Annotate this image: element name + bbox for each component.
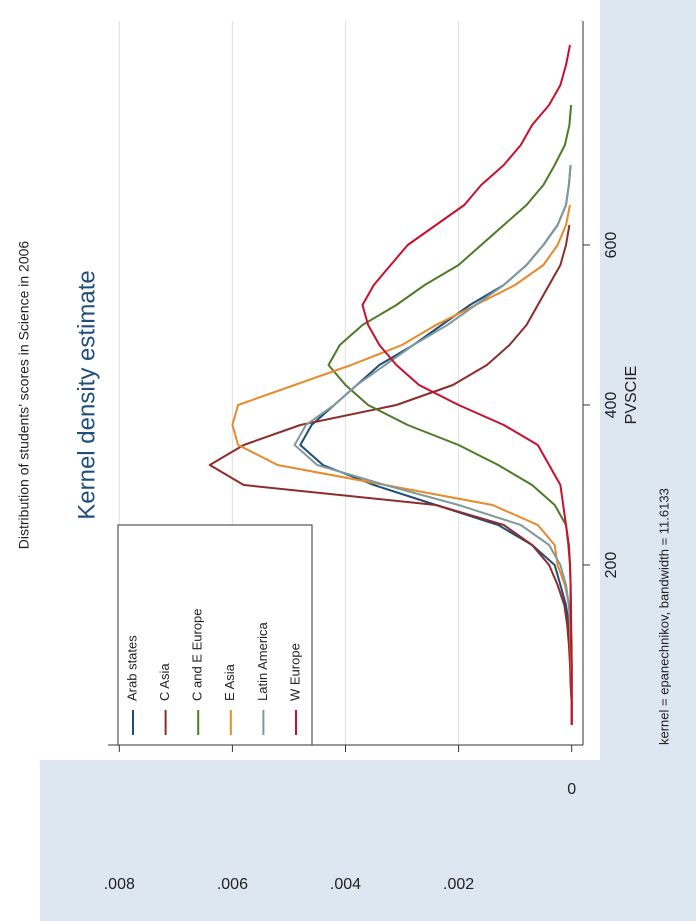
x-tick-label: 200: [603, 552, 620, 579]
legend-box: [117, 524, 313, 746]
legend-label: C Asia: [157, 663, 172, 701]
legend-label: W Europe: [287, 643, 302, 701]
rotated-chart: Distribution of students’ scores in Scie…: [16, 21, 671, 893]
x-tick-label: 600: [603, 232, 620, 259]
y-tick-label: .004: [330, 876, 361, 893]
y-tick-label: .008: [104, 876, 135, 893]
y-tick-label: 0: [567, 781, 576, 798]
legend-label: C and E Europe: [190, 608, 205, 701]
caption: Distribution of students’ scores in Scie…: [16, 241, 32, 550]
x-tick-label: 400: [603, 392, 620, 419]
density-line: [361, 44, 573, 725]
legend-label: Latin America: [255, 621, 270, 701]
note: kernel = epanechnikov, bandwidth = 11.61…: [656, 488, 671, 745]
legend-label: Arab states: [124, 635, 139, 701]
chart-title: Kernel density estimate: [73, 270, 100, 519]
x-axis-label: PVSCIE: [623, 366, 640, 425]
y-tick-label: .002: [443, 876, 474, 893]
y-tick-label: .006: [217, 876, 248, 893]
legend-label: E Asia: [222, 663, 237, 701]
density-line: [208, 224, 573, 725]
